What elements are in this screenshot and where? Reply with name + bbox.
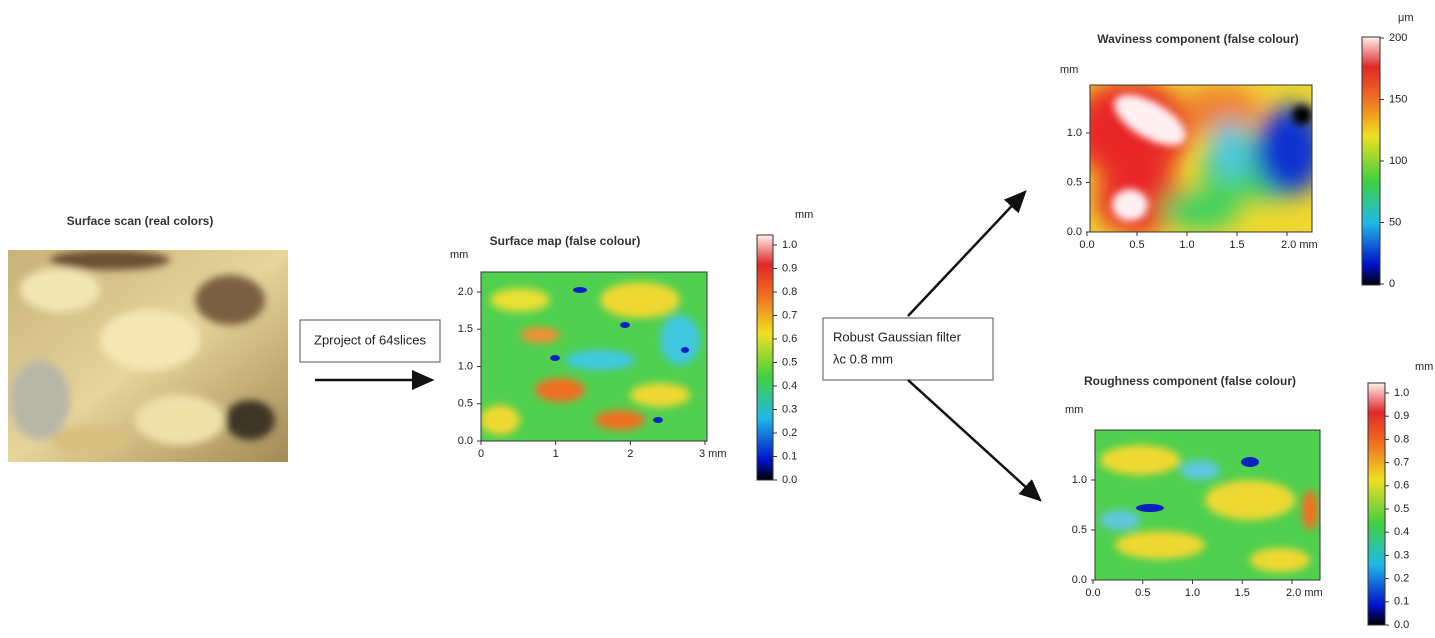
colorbar-tick-label: 0.5 — [782, 356, 797, 368]
colorbar-tick-label: 0.8 — [1394, 433, 1409, 445]
colorbar-unit: μm — [1398, 12, 1414, 24]
y-tick-label: 0.5 — [1067, 176, 1082, 188]
x-tick-label: 0.5 — [1129, 239, 1144, 251]
colorbar-tick-label: 0.1 — [1394, 596, 1409, 608]
colorbar-tick-label: 50 — [1389, 216, 1401, 228]
colorbar-tick-label: 0.9 — [782, 262, 797, 274]
colorbar-tick-label: 200 — [1389, 32, 1407, 44]
arrow — [907, 190, 1027, 317]
colorbar — [1361, 36, 1381, 286]
colorbar-tick-label: 0.3 — [782, 403, 797, 415]
colorbar-tick-label: 100 — [1389, 155, 1407, 167]
x-tick-label: 1.5 — [1235, 587, 1250, 599]
y-tick-label: 1.0 — [458, 360, 473, 372]
colorbar-tick-label: 0.6 — [1394, 480, 1409, 492]
y-unit: mm — [1060, 64, 1078, 76]
colorbar-tick-label: 0 — [1389, 278, 1395, 290]
x-tick-label: 0.0 — [1079, 239, 1094, 251]
colorbar-tick-label: 0.9 — [1394, 410, 1409, 422]
y-tick-label: 0.0 — [1067, 226, 1082, 238]
step-box — [822, 317, 994, 381]
x-tick-label: 1.0 — [1179, 239, 1194, 251]
x-tick-label: 0 — [478, 448, 484, 460]
plot-frame — [1094, 429, 1321, 581]
scan-photo — [8, 250, 288, 462]
y-tick-label: 0.5 — [1072, 524, 1087, 536]
colorbar-tick-label: 0.4 — [782, 380, 797, 392]
scan-title: Surface scan (real colors) — [67, 214, 214, 228]
x-tick-label: 0.0 — [1085, 587, 1100, 599]
colorbar-tick-label: 0.7 — [1394, 457, 1409, 469]
colorbar-tick-label: 0.5 — [1394, 503, 1409, 515]
x-tick-label: 1.0 — [1185, 587, 1200, 599]
roughness-heatmap — [1095, 430, 1320, 580]
y-unit: mm — [1065, 404, 1083, 416]
y-tick-label: 1.0 — [1072, 474, 1087, 486]
colorbar-tick-label: 0.7 — [782, 309, 797, 321]
x-tick-label: 1.5 — [1229, 239, 1244, 251]
colorbar-tick-label: 0.2 — [782, 427, 797, 439]
x-tick-label: 0.5 — [1135, 587, 1150, 599]
y-tick-label: 1.0 — [1067, 127, 1082, 139]
y-tick-label: 0.5 — [458, 398, 473, 410]
step-label: λc 0.8 mm — [833, 351, 893, 366]
x-tick-label: 3 mm — [699, 448, 727, 460]
panel-title: Roughness component (false colour) — [1084, 374, 1296, 388]
colorbar-tick-label: 1.0 — [782, 239, 797, 251]
colorbar-tick-label: 0.8 — [782, 286, 797, 298]
step-label: Zproject of 64slices — [314, 332, 426, 347]
colorbar — [1367, 382, 1386, 626]
colorbar-unit: mm — [795, 209, 813, 221]
colorbar — [756, 234, 774, 481]
plot-frame — [480, 271, 708, 442]
x-tick-label: 2.0 mm — [1281, 239, 1318, 251]
colorbar-unit: mm — [1415, 361, 1433, 373]
colorbar-tick-label: 0.1 — [782, 450, 797, 462]
x-tick-label: 1 — [553, 448, 559, 460]
colorbar-tick-label: 0.2 — [1394, 573, 1409, 585]
step-label: Robust Gaussian filter — [833, 329, 962, 344]
x-tick-label: 2.0 mm — [1286, 587, 1323, 599]
colorbar-tick-label: 0.6 — [782, 333, 797, 345]
panel-title: Surface map (false colour) — [490, 234, 641, 248]
colorbar-tick-label: 0.3 — [1394, 549, 1409, 561]
arrow — [907, 379, 1042, 502]
colorbar-tick-label: 1.0 — [1394, 387, 1409, 399]
colorbar-tick-label: 0.0 — [1394, 619, 1409, 631]
y-tick-label: 0.0 — [458, 435, 473, 447]
colorbar-tick-label: 0.0 — [782, 474, 797, 486]
y-tick-label: 0.0 — [1072, 574, 1087, 586]
colorbar-tick-label: 0.4 — [1394, 526, 1409, 538]
surface-heatmap — [481, 272, 707, 441]
x-tick-label: 2 — [627, 448, 633, 460]
y-tick-label: 2.0 — [458, 286, 473, 298]
plot-frame — [1089, 84, 1313, 233]
y-tick-label: 1.5 — [458, 323, 473, 335]
waviness-heatmap — [1090, 85, 1312, 232]
panel-title: Waviness component (false colour) — [1097, 32, 1299, 46]
colorbar-tick-label: 150 — [1389, 93, 1407, 105]
step-box — [299, 319, 441, 363]
y-unit: mm — [450, 249, 468, 261]
